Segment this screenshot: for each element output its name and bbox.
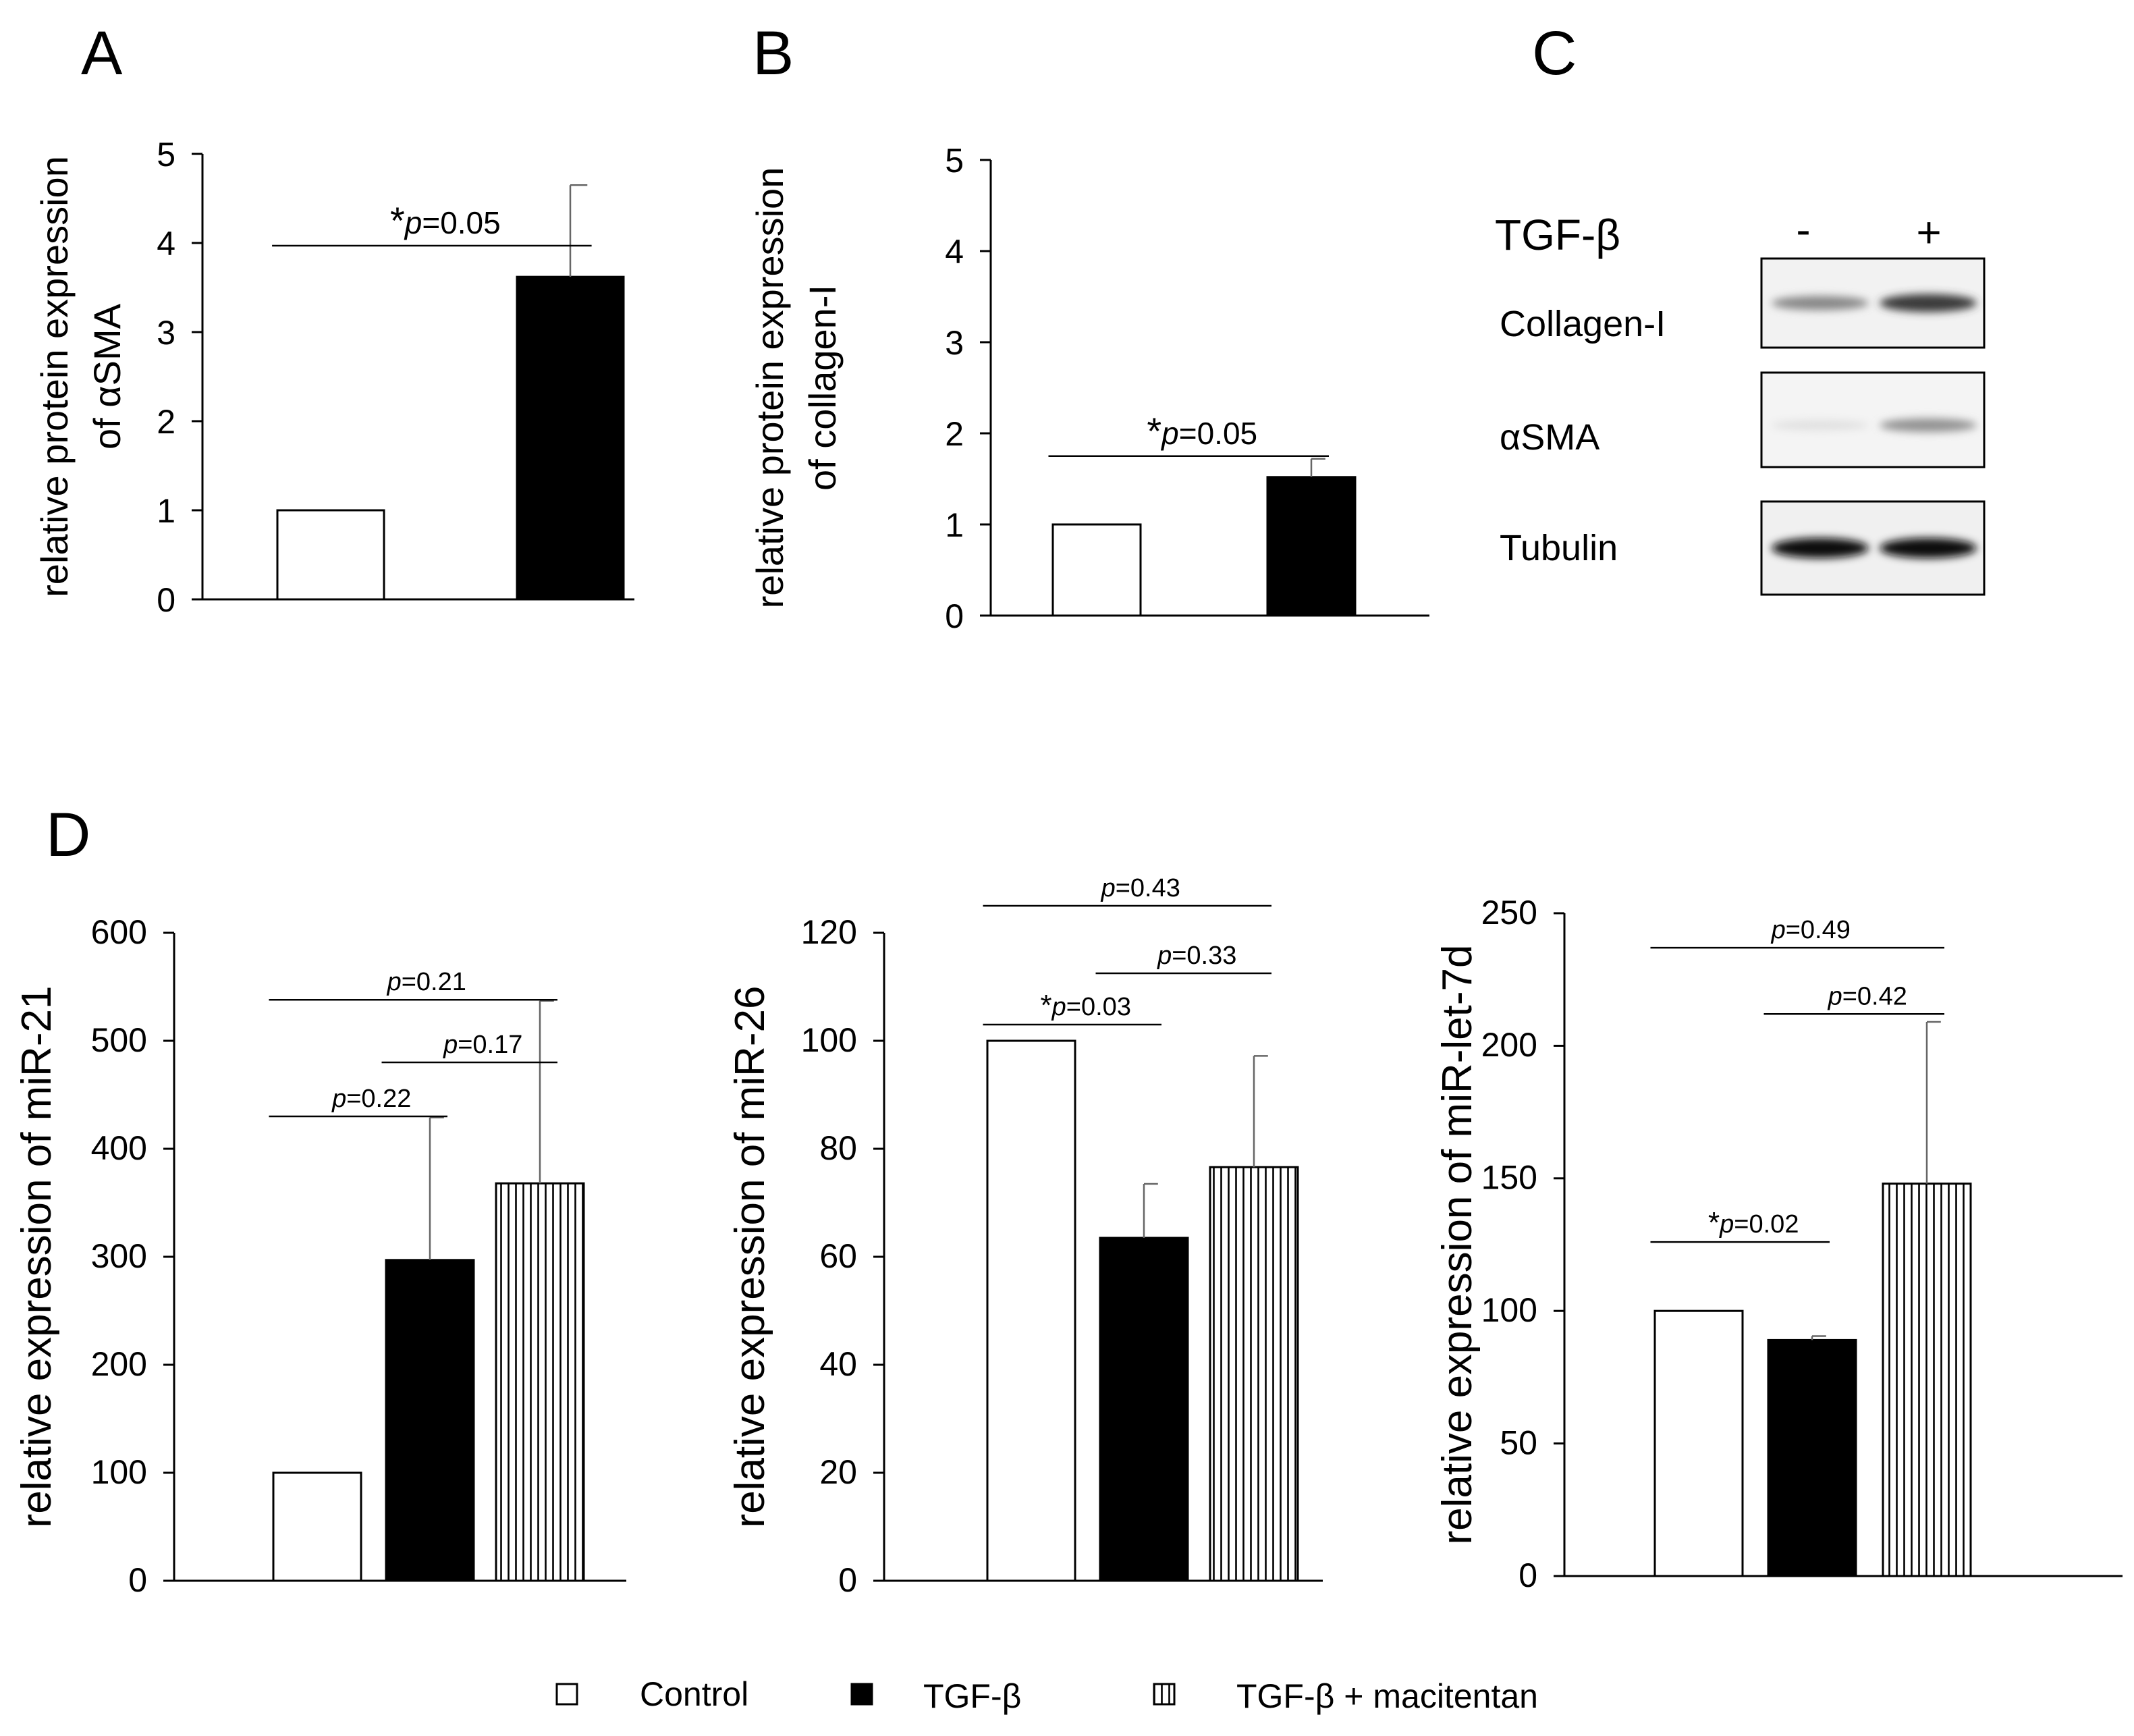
wb-header-label: TGF-β (1495, 211, 1620, 259)
y-tick-label: 4 (945, 233, 964, 271)
legend-macitentan-swatch (1153, 1683, 1176, 1706)
chart-d-mir-21: 0 100 200 300 400 500 600 relative expression o… (13, 913, 626, 1599)
panel-letter-c: C (1532, 19, 1577, 88)
wb-row-label-collagen: Collagen-I (1500, 304, 1666, 344)
y-tick-label: 1 (157, 492, 175, 530)
bar-tgf- (1266, 476, 1357, 617)
y-axis-title: of αSMA (86, 303, 128, 450)
y-tick-label: 200 (1481, 1026, 1537, 1064)
y-tick-label: 300 (91, 1237, 147, 1275)
y-tick-label: 3 (945, 324, 964, 362)
y-axis-title: of collagen-I (801, 285, 844, 491)
y-tick-label: 3 (157, 314, 175, 352)
panel-letter-a: A (81, 19, 123, 88)
wb-band (1880, 538, 1977, 558)
wb-lane-minus: - (1796, 205, 1810, 254)
y-tick-label: 250 (1481, 894, 1537, 931)
wb-row-label-tubulin: Tubulin (1500, 528, 1618, 568)
p-value-label: *p=0.02 (1708, 1206, 1799, 1239)
y-tick-label: 50 (1500, 1423, 1537, 1461)
wb-row-label-asma: αSMA (1500, 417, 1599, 458)
p-value-label: p=0.42 (1828, 982, 1907, 1010)
y-tick-label: 0 (838, 1561, 857, 1599)
bar-control (1051, 523, 1142, 617)
wb-band (1880, 418, 1977, 433)
p-value-label: p=0.21 (387, 968, 466, 996)
chart-b-collagen: 0 1 2 3 4 5 relative protein expression of coll… (748, 142, 1429, 635)
panel-letter-d: D (46, 801, 90, 869)
y-tick-label: 1 (945, 506, 964, 544)
wb-band (1772, 420, 1869, 431)
p-value-label: p=0.49 (1771, 916, 1851, 944)
bar-control (276, 509, 385, 601)
wb-band (1880, 294, 1977, 313)
y-tick-label: 2 (945, 415, 964, 453)
chart-d-mir-26: 0 20 40 60 80 100 120 relative expression of mi… (727, 874, 1323, 1599)
legend: Control TGF-β TGF-β + macitentan (555, 1675, 1538, 1715)
y-tick-label: 2 (157, 403, 175, 441)
legend-tgf-label: TGF-β (923, 1677, 1021, 1715)
y-axis-title: relative expression of miR-21 (13, 986, 60, 1528)
y-tick-label: 80 (819, 1129, 857, 1167)
y-axis-title: relative expression of miR-let-7d (1434, 944, 1481, 1544)
bar-control (1653, 1309, 1744, 1577)
y-axis-title: relative protein expression (748, 167, 791, 609)
y-tick-label: 4 (157, 225, 175, 263)
wb-bands (1772, 294, 1977, 558)
bar-tgf-macitentan (1882, 1183, 1972, 1577)
y-tick-label: 0 (945, 597, 964, 635)
p-value-label: *p=0.05 (390, 199, 501, 242)
bar-tgf- (1099, 1237, 1189, 1582)
bar-tgf- (516, 275, 625, 601)
panel-letter-b: B (753, 19, 794, 88)
y-tick-label: 200 (91, 1345, 147, 1383)
y-tick-label: 600 (91, 913, 147, 951)
legend-macitentan-label: TGF-β + macitentan (1236, 1677, 1538, 1715)
p-value-label: p=0.43 (1101, 874, 1180, 902)
p-value-label: *p=0.03 (1041, 989, 1131, 1022)
chart-a-alpha-sma: 0 1 2 3 4 5 relative protein expression of αSMA… (33, 136, 634, 619)
bar-tgf-macitentan (495, 1182, 585, 1582)
p-value-label: p=0.33 (1157, 942, 1236, 970)
y-tick-label: 150 (1481, 1159, 1537, 1197)
y-tick-label: 0 (128, 1561, 147, 1599)
wb-lane-plus: + (1916, 208, 1941, 256)
p-value-label: p=0.22 (331, 1085, 411, 1113)
p-value-label: *p=0.05 (1147, 410, 1257, 452)
bar-tgf- (1767, 1338, 1857, 1577)
y-tick-label: 20 (819, 1453, 857, 1491)
wb-band (1772, 296, 1869, 310)
y-tick-label: 100 (1481, 1291, 1537, 1329)
legend-tgf-swatch (850, 1683, 873, 1706)
y-tick-label: 100 (91, 1453, 147, 1491)
legend-control-swatch (555, 1683, 578, 1706)
y-tick-label: 40 (819, 1345, 857, 1383)
p-value-label: p=0.17 (443, 1031, 522, 1059)
western-blot: TGF-β - + Collagen-I αSMA Tubulin (1495, 205, 1986, 596)
bar-tgf- (385, 1259, 475, 1582)
y-tick-label: 400 (91, 1129, 147, 1167)
bar-control (272, 1471, 362, 1582)
bar-tgf-macitentan (1209, 1166, 1299, 1582)
y-tick-label: 5 (157, 136, 175, 173)
y-tick-label: 0 (157, 581, 175, 619)
y-tick-label: 60 (819, 1237, 857, 1275)
wb-band (1772, 538, 1869, 558)
y-tick-label: 500 (91, 1021, 147, 1059)
y-tick-label: 120 (801, 913, 857, 951)
y-axis-title: relative protein expression (33, 156, 76, 597)
y-tick-label: 0 (1519, 1556, 1537, 1594)
y-tick-label: 5 (945, 142, 964, 180)
y-tick-label: 100 (801, 1021, 857, 1059)
wb-membrane-asma (1760, 371, 1986, 468)
y-axis-title: relative expression of miR-26 (727, 986, 773, 1528)
legend-control-label: Control (640, 1675, 748, 1713)
bar-control (986, 1039, 1076, 1582)
